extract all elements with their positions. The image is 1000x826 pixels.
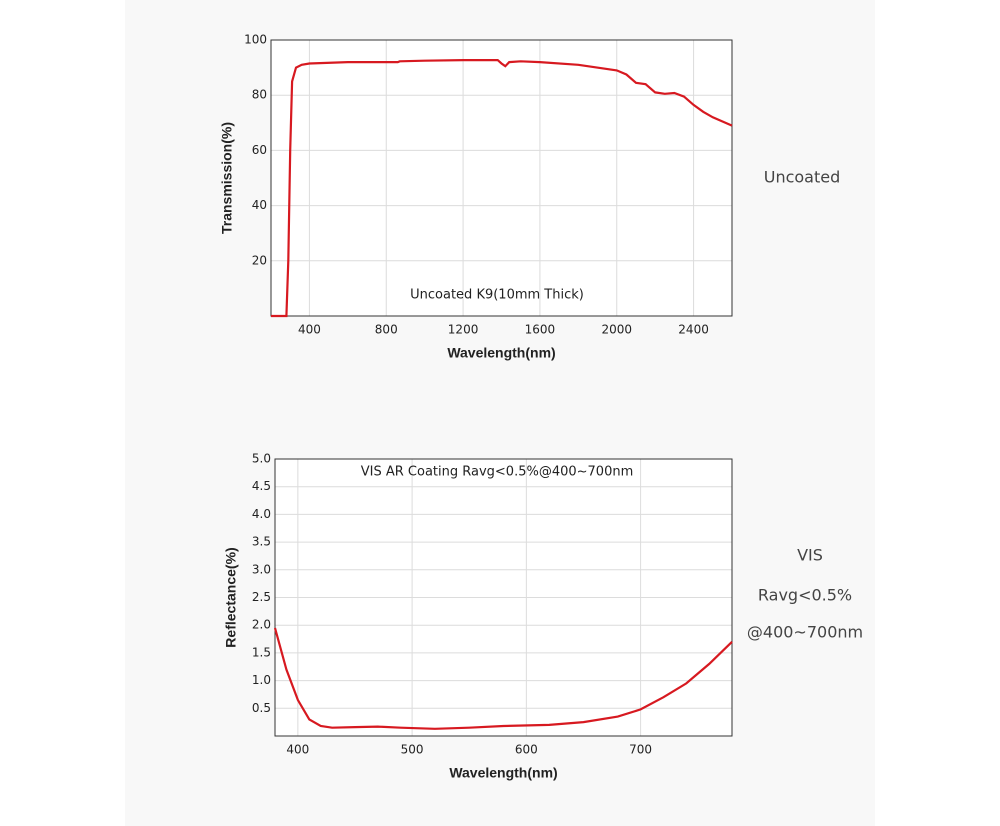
y-tick-label: 4.0	[252, 507, 271, 521]
y-tick-label: 1.5	[252, 645, 271, 659]
y-tick-label: 2.5	[252, 590, 271, 604]
data-line	[271, 59, 733, 318]
y-tick-label: 5.0	[252, 452, 271, 466]
y-tick-label: 100	[244, 33, 267, 47]
x-tick-label: 2000	[601, 323, 632, 337]
plot-area	[271, 40, 732, 316]
y-tick-label: 60	[252, 143, 267, 157]
side-label: VIS	[797, 546, 823, 565]
x-tick-label: 800	[375, 323, 398, 337]
y-tick-label: 1.0	[252, 673, 271, 687]
y-tick-label: 80	[252, 88, 267, 102]
y-axis-title: Reflectance(%)	[223, 547, 239, 647]
y-tick-label: 3.5	[252, 535, 271, 549]
x-tick-label: 1600	[525, 323, 556, 337]
x-tick-label: 400	[298, 323, 321, 337]
y-tick-label: 4.5	[252, 479, 271, 493]
x-axis-title: Wavelength(nm)	[449, 765, 557, 781]
inner-label: Uncoated K9(10mm Thick)	[410, 288, 584, 303]
x-tick-label: 600	[515, 743, 538, 757]
y-axis-title: Transmission(%)	[219, 122, 235, 234]
y-tick-label: 40	[252, 198, 267, 212]
y-tick-label: 3.0	[252, 562, 271, 576]
x-tick-label: 700	[629, 743, 652, 757]
chart-title: VIS AR Coating Ravg<0.5%@400~700nm	[361, 465, 634, 480]
x-tick-label: 400	[286, 743, 309, 757]
y-tick-label: 0.5	[252, 701, 271, 715]
x-tick-label: 500	[401, 743, 424, 757]
data-line	[273, 627, 733, 730]
x-axis-title: Wavelength(nm)	[447, 345, 555, 361]
side-label: @400~700nm	[747, 623, 863, 642]
y-tick-label: 2.0	[252, 618, 271, 632]
plot-frame	[274, 458, 733, 737]
x-tick-label: 2400	[678, 323, 709, 337]
side-label: Ravg<0.5%	[758, 586, 852, 605]
x-tick-label: 1200	[448, 323, 479, 337]
y-tick-label: 20	[252, 253, 267, 267]
plot-frame	[270, 39, 733, 317]
side-label: Uncoated	[764, 168, 841, 187]
